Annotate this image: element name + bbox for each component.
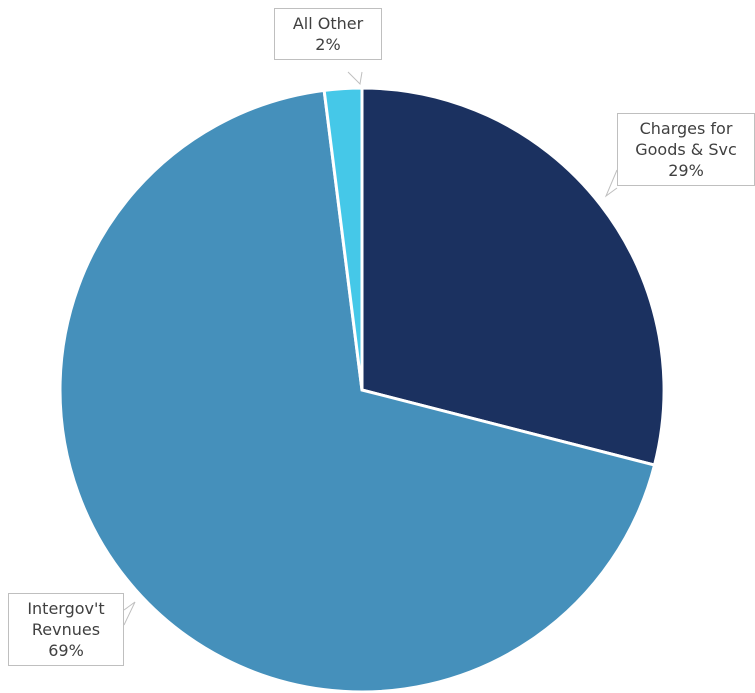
pie-slice [360, 86, 666, 467]
data-label: All Other 2% [274, 8, 382, 60]
callout-pointer [604, 169, 618, 198]
data-label: Charges for Goods & Svc 29% [617, 113, 755, 186]
value-label: 69% [48, 641, 84, 660]
data-label: Intergov't Revnues 69% [8, 593, 124, 666]
pie-slice [322, 86, 364, 391]
callout-pointer [123, 601, 136, 626]
pie-slice [58, 88, 657, 693]
category-label: Intergov't Revnues [27, 599, 105, 639]
value-label: 2% [315, 35, 341, 54]
category-label: All Other [292, 14, 364, 33]
category-label: Charges for Goods & Svc [635, 119, 737, 159]
value-label: 29% [668, 161, 704, 180]
callout-pointer [347, 71, 363, 86]
